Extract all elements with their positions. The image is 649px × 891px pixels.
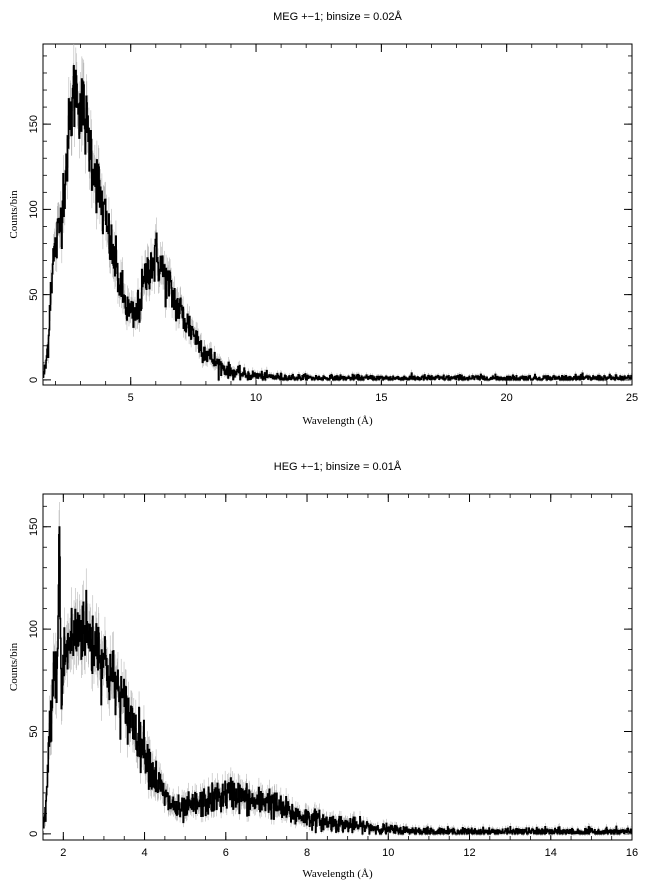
y-tick-label: 100 [28,620,40,638]
spectrum-line [43,526,632,835]
y-axis-label: Counts/bin [8,190,20,239]
chart-title: MEG +−1; binsize = 0.02Å [273,10,402,23]
chart-panel-2: HEG +−1; binsize = 0.01Å 2 4 6 8 10 12 14 16 0 50 1… [8,460,638,880]
y-tick-label: 150 [28,518,40,536]
x-tick-label: 16 [626,847,638,859]
chart-title: HEG +−1; binsize = 0.01Å [274,460,402,473]
x-tick-label: 5 [128,392,134,404]
error-bars [43,44,632,382]
plot-frame [42,43,633,386]
y-tick-label: 50 [28,289,40,301]
x-tick-label: 2 [60,847,66,859]
x-axis-label: Wavelength (Å) [302,415,373,427]
error-bars [43,501,632,836]
y-tick-label: 100 [28,200,40,218]
x-tick-label: 12 [463,847,475,859]
x-tick-label: 6 [223,847,229,859]
spectrum-line [43,64,632,381]
x-tick-label: 20 [501,392,513,404]
x-tick-label: 14 [545,847,557,859]
spectrum-series [43,44,632,382]
y-tick-label: 0 [28,831,40,837]
plot-frame [42,493,633,841]
x-tick-label: 10 [382,847,394,859]
y-tick-label: 150 [28,115,40,133]
y-tick-label: 0 [28,377,40,383]
chart-panel-1: MEG +−1; binsize = 0.02Å 5 10 15 20 25 0 50 100 1… [8,10,638,427]
x-tick-label: 25 [626,392,638,404]
y-tick-label: 50 [28,725,40,737]
spectrum-series [43,501,632,836]
x-axis-label: Wavelength (Å) [302,868,373,880]
y-axis-label: Counts/bin [8,642,20,691]
x-tick-label: 8 [304,847,310,859]
x-tick-label: 4 [141,847,147,859]
x-tick-label: 10 [250,392,262,404]
x-tick-label: 15 [375,392,387,404]
